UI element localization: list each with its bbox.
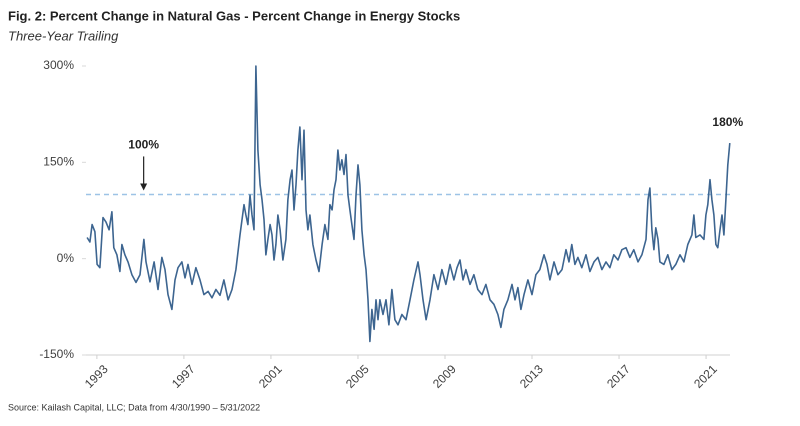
x-tick-label: 1997 [169, 362, 198, 391]
y-tick-label: 0% [57, 251, 75, 265]
x-tick-label: 2013 [517, 362, 546, 391]
x-tick-label: 2017 [604, 362, 633, 391]
data-line [86, 65, 731, 343]
x-tick-label: 2005 [343, 362, 372, 391]
chart-subtitle: Three-Year Trailing [8, 28, 119, 43]
x-tick-label: 1993 [82, 362, 111, 391]
chart-title: Fig. 2: Percent Change in Natural Gas - … [8, 8, 460, 23]
x-tick-label: 2021 [691, 362, 720, 391]
y-tick-label: 150% [43, 155, 74, 169]
y-tick-label: 300% [43, 58, 74, 72]
annotation: 180% [712, 115, 743, 129]
y-tick-label: -150% [39, 347, 74, 361]
x-tick-label: 2001 [256, 362, 285, 391]
arrow-head [140, 183, 148, 191]
x-tick-label: 2009 [430, 362, 459, 391]
annotation: 100% [128, 138, 159, 152]
source-note: Source: Kailash Capital, LLC; Data from … [8, 402, 260, 412]
